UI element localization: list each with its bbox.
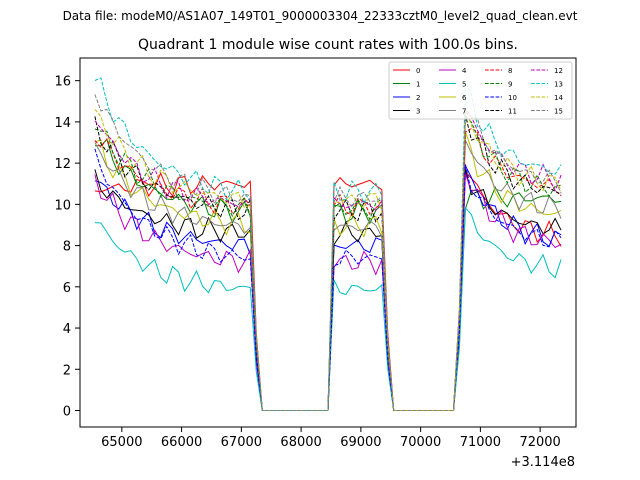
y-tick-label: 8 — [63, 240, 71, 255]
y-tick-label: 12 — [54, 157, 71, 172]
legend-label-10: 10 — [508, 94, 517, 102]
legend-label-8: 8 — [508, 67, 512, 75]
legend-label-7: 7 — [462, 108, 466, 116]
series-line-10 — [94, 148, 562, 411]
series-line-2 — [94, 163, 562, 411]
legend-label-11: 11 — [508, 108, 517, 116]
series-line-7 — [94, 139, 562, 411]
x-tick-label: 68000 — [280, 435, 321, 450]
x-tick-label: 71000 — [460, 435, 501, 450]
legend-label-2: 2 — [416, 94, 420, 102]
legend-label-15: 15 — [554, 108, 563, 116]
chart-title: Quadrant 1 module wise count rates with … — [138, 37, 518, 53]
legend-label-5: 5 — [462, 81, 466, 89]
legend-label-12: 12 — [554, 67, 563, 75]
legend-label-3: 3 — [416, 108, 420, 116]
legend-box — [388, 61, 573, 120]
series-line-13 — [94, 77, 562, 411]
y-tick-label: 0 — [63, 405, 71, 420]
series-line-8 — [94, 127, 562, 411]
axis-ticks: 65000 66000 67000 68000 69000 70000 71000 72000… — [54, 75, 560, 450]
y-tick-label: 14 — [54, 116, 71, 131]
chart-suptitle: Data file: modeM0/AS1A07_149T01_90000033… — [63, 9, 578, 23]
x-tick-label: 69000 — [340, 435, 381, 450]
series-line-9 — [94, 115, 562, 411]
plot-lines — [94, 77, 562, 411]
y-tick-label: 4 — [63, 322, 71, 337]
x-tick-label: 70000 — [400, 435, 441, 450]
y-tick-label: 10 — [54, 198, 71, 213]
x-tick-label: 65000 — [101, 435, 142, 450]
x-tick-label: 66000 — [161, 435, 202, 450]
legend-label-4: 4 — [462, 67, 467, 75]
plot-frame — [79, 57, 577, 428]
legend-label-6: 6 — [462, 94, 467, 102]
legend-label-13: 13 — [554, 81, 563, 89]
y-tick-label: 2 — [63, 363, 71, 378]
x-offset-label: +3.114e8 — [511, 455, 575, 470]
x-tick-label: 67000 — [221, 435, 262, 450]
legend-label-9: 9 — [508, 81, 512, 89]
series-line-5 — [94, 206, 562, 411]
legend-label-0: 0 — [416, 67, 420, 75]
series-line-0 — [94, 170, 562, 411]
series-line-15 — [94, 94, 562, 411]
y-tick-label: 6 — [63, 281, 71, 296]
y-tick-label: 16 — [54, 75, 71, 90]
x-tick-label: 72000 — [519, 435, 560, 450]
legend-label-1: 1 — [416, 81, 420, 89]
series-line-14 — [94, 108, 562, 411]
legend-label-14: 14 — [554, 94, 563, 102]
series-line-11 — [94, 114, 562, 411]
series-line-12 — [94, 107, 562, 411]
